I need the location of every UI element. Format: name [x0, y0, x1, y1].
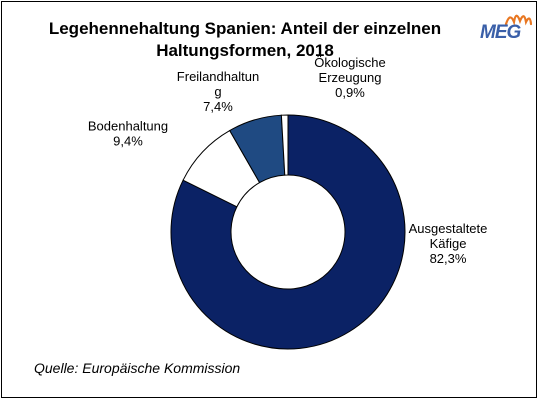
source-note: Quelle: Europäische Kommission — [34, 360, 241, 376]
label-freilandhaltung: Freilandhaltun g 7,4% — [177, 69, 259, 114]
logo-text: MEG — [480, 22, 521, 43]
slice-oekologische-erzeugung — [280, 114, 289, 176]
meg-logo: MEG — [480, 8, 532, 46]
label-ausgestaltete-kaefige: Ausgestaltete Käfige 82,3% — [409, 221, 488, 266]
label-oekologische-erzeugung: Ökologische Erzeugung 0,9% — [314, 55, 386, 100]
label-bodenhaltung: Bodenhaltung 9,4% — [88, 119, 168, 149]
chart-title: Legehennehaltung Spanien: Anteil der ein… — [48, 19, 442, 60]
sun-rays-icon — [504, 14, 532, 26]
slice-ausgestaltete-kaefige — [170, 114, 406, 350]
